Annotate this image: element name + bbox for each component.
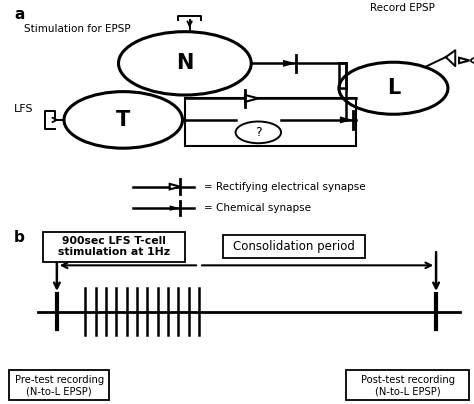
Polygon shape [170,184,180,189]
Text: L: L [387,78,400,98]
Text: a: a [14,7,25,22]
Polygon shape [283,60,296,67]
Bar [346,370,469,400]
Text: Stimulation for EPSP: Stimulation for EPSP [24,24,130,34]
Text: = Chemical synapse: = Chemical synapse [204,203,311,213]
Text: Consolidation period: Consolidation period [233,240,355,253]
Circle shape [236,122,281,143]
Text: ?: ? [255,126,262,139]
Polygon shape [459,58,469,63]
Text: LFS: LFS [14,103,34,114]
Text: = Rectifying electrical synapse: = Rectifying electrical synapse [204,182,365,191]
Polygon shape [340,116,353,123]
Text: b: b [14,230,25,245]
Text: N: N [176,53,193,74]
Text: Record EPSP: Record EPSP [370,3,435,13]
Polygon shape [245,95,258,102]
Polygon shape [170,205,180,211]
Bar [43,231,185,262]
Text: Pre-test recording
(N-to-L EPSP): Pre-test recording (N-to-L EPSP) [15,375,104,396]
Text: Post-test recording
(N-to-L EPSP): Post-test recording (N-to-L EPSP) [361,375,455,396]
Text: T: T [116,110,130,130]
Bar [185,99,356,146]
Bar [9,370,109,400]
Bar [223,235,365,258]
Text: 900sec LFS T-cell
stimulation at 1Hz: 900sec LFS T-cell stimulation at 1Hz [58,236,170,257]
